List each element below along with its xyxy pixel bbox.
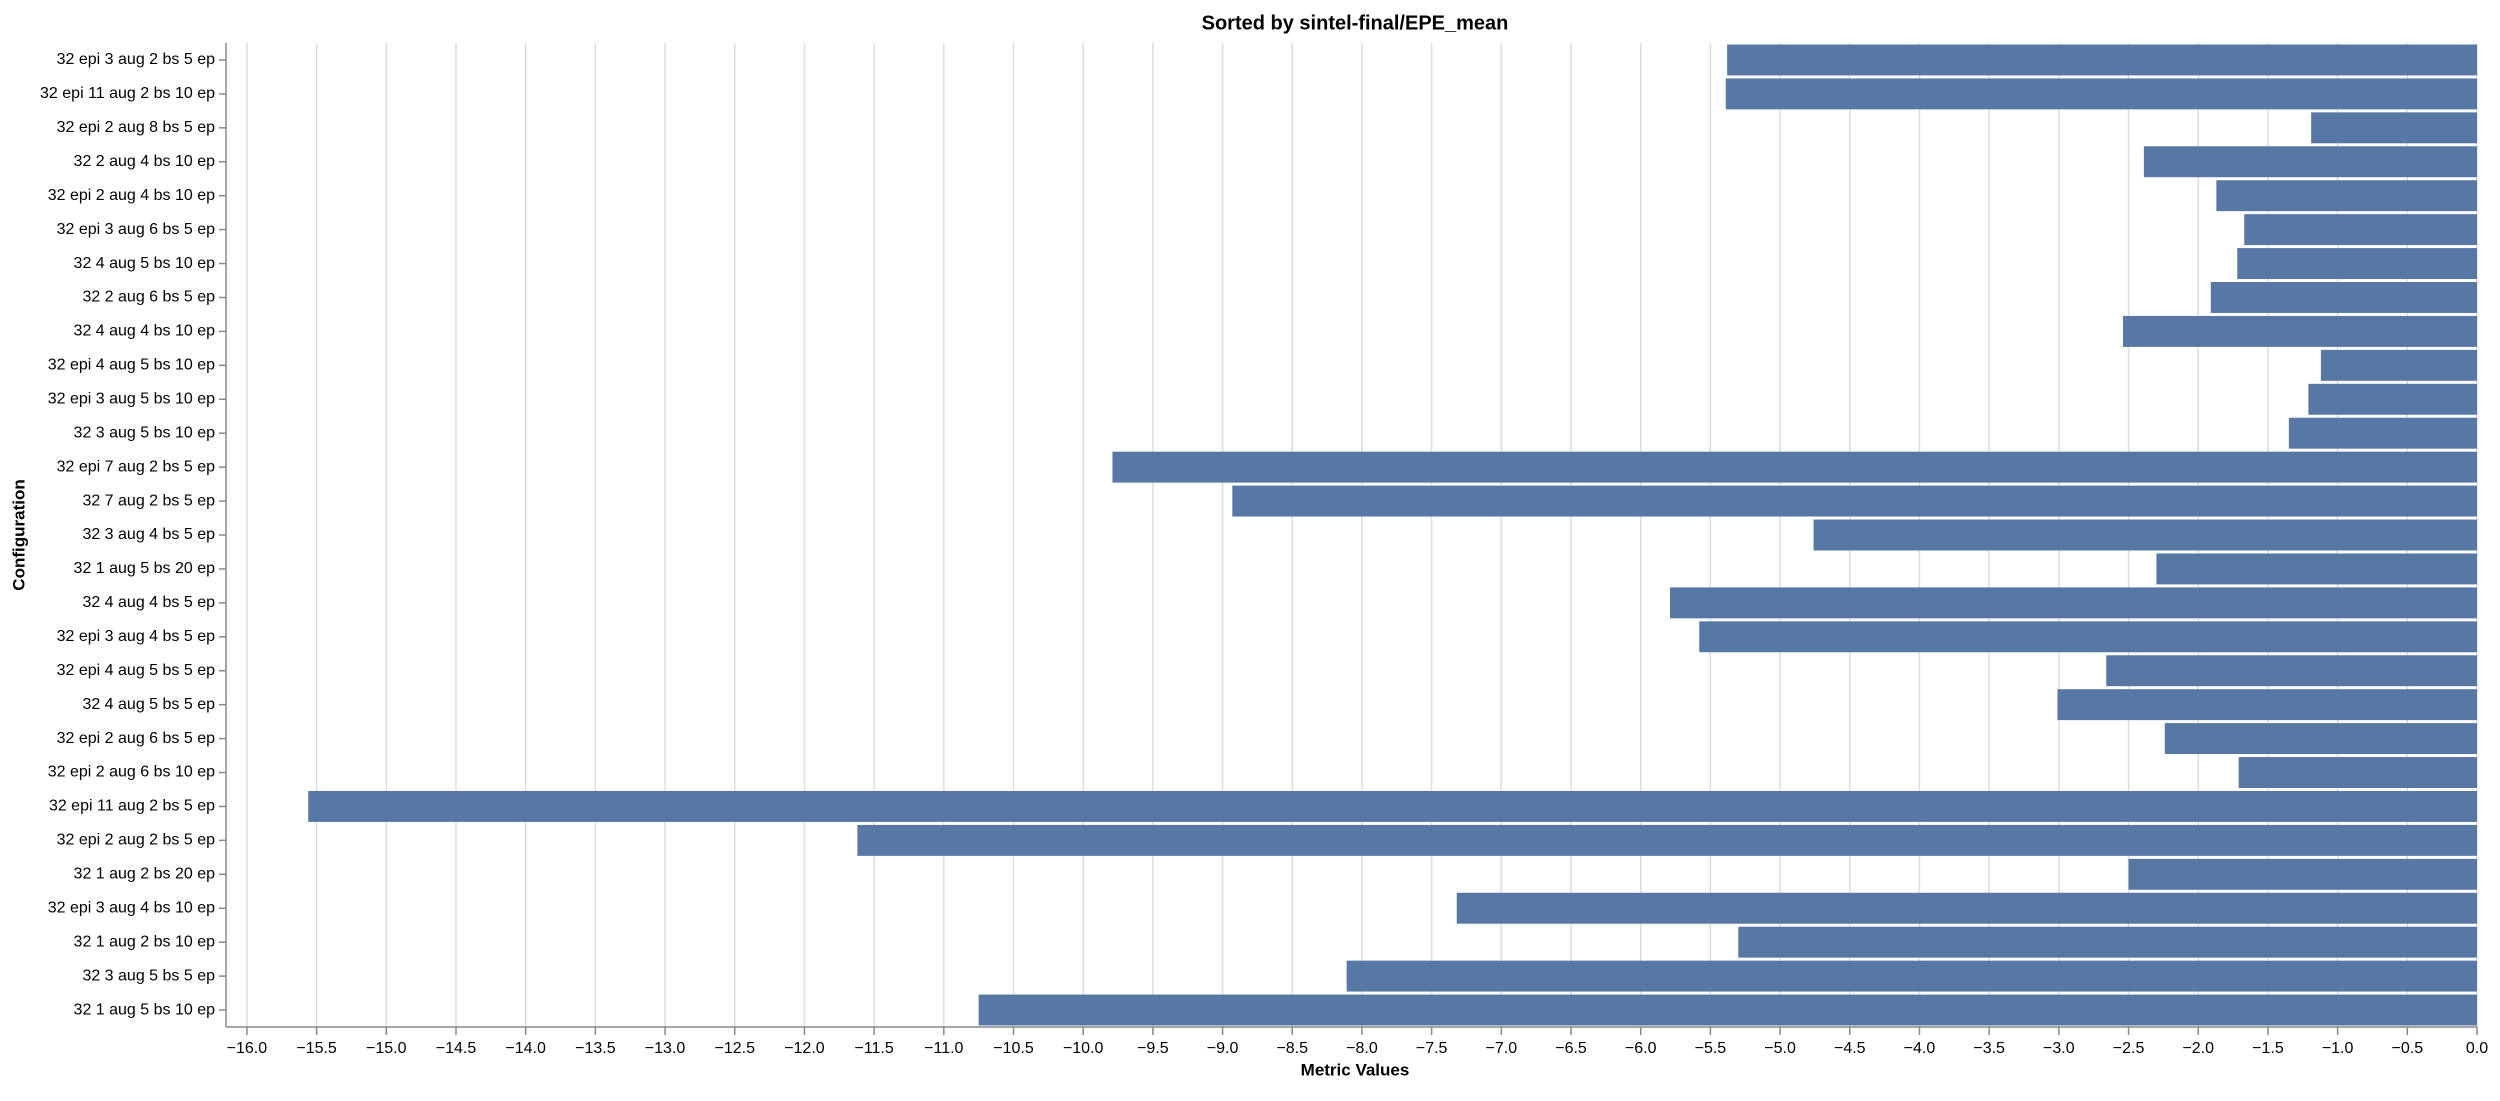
x-tick-label: −5.0: [1764, 1040, 1796, 1057]
x-tick-label: −1.5: [2252, 1040, 2284, 1057]
x-tick-label: −8.5: [1276, 1040, 1308, 1057]
y-tick-label: 32 epi 3 aug 4 bs 10 ep: [48, 899, 215, 916]
bar: [1346, 960, 2477, 992]
x-tick-label: −3.5: [1973, 1040, 2005, 1057]
x-tick-label: −7.5: [1416, 1040, 1448, 1057]
bar: [2308, 383, 2477, 415]
y-axis-title: Configuration: [9, 479, 28, 590]
x-tick-label: −12.0: [784, 1040, 825, 1057]
x-tick-label: −8.0: [1346, 1040, 1378, 1057]
x-tick-label: −1.0: [2322, 1040, 2354, 1057]
x-tick-label: −5.5: [1695, 1040, 1727, 1057]
y-tick-label: 32 epi 11 aug 2 bs 10 ep: [40, 85, 215, 102]
y-tick-label: 32 3 aug 5 bs 10 ep: [74, 424, 216, 441]
bar: [2311, 112, 2477, 144]
x-tick-label: −6.0: [1625, 1040, 1657, 1057]
bar: [857, 824, 2477, 856]
bar: [2237, 248, 2477, 280]
x-tick-label: −15.5: [296, 1040, 337, 1057]
x-tick-label: −13.0: [645, 1040, 686, 1057]
y-tick-label: 32 3 aug 5 bs 5 ep: [82, 967, 215, 984]
y-tick-label: 32 2 aug 4 bs 10 ep: [74, 153, 216, 170]
x-tick-label: −2.0: [2182, 1040, 2214, 1057]
bar: [2128, 858, 2477, 890]
y-tick-label: 32 3 aug 4 bs 5 ep: [82, 526, 215, 543]
y-tick-label: 32 4 aug 4 bs 5 ep: [82, 594, 215, 611]
bar: [1669, 587, 2477, 619]
bar: [978, 994, 2477, 1026]
x-tick-label: −4.5: [1834, 1040, 1866, 1057]
y-tick-label: 32 epi 3 aug 2 bs 5 ep: [57, 51, 215, 68]
y-tick-label: 32 epi 3 aug 4 bs 5 ep: [57, 628, 215, 645]
y-tick-label: 32 epi 2 aug 6 bs 5 ep: [57, 730, 215, 747]
bar: [2216, 180, 2477, 212]
x-tick-label: −3.0: [2043, 1040, 2075, 1057]
x-tick-label: −10.0: [1063, 1040, 1104, 1057]
bar: [2057, 689, 2477, 721]
x-tick-label: −12.5: [714, 1040, 755, 1057]
chart-title: Sorted by sintel-final/EPE_mean: [1202, 12, 1509, 34]
y-tick-label: 32 epi 3 aug 5 bs 10 ep: [48, 390, 215, 407]
bar: [1725, 78, 2477, 110]
bar: [1727, 44, 2477, 76]
bar: [1813, 519, 2477, 551]
x-tick-label: −9.0: [1207, 1040, 1239, 1057]
y-tick-label: 32 epi 7 aug 2 bs 5 ep: [57, 458, 215, 475]
bar: [1112, 451, 2477, 483]
x-tick-label: −13.5: [575, 1040, 616, 1057]
x-axis-title: Metric Values: [1301, 1060, 1410, 1079]
y-tick-label: 32 2 aug 6 bs 5 ep: [82, 289, 215, 306]
bar: [2106, 655, 2477, 687]
bar: [1738, 926, 2477, 958]
bar: [2238, 757, 2477, 788]
bar: [2164, 723, 2477, 755]
bar: [1699, 621, 2477, 653]
y-tick-label: 32 epi 2 aug 8 bs 5 ep: [57, 119, 215, 136]
y-tick-label: 32 4 aug 4 bs 10 ep: [74, 323, 216, 340]
y-tick-label: 32 epi 4 aug 5 bs 10 ep: [48, 357, 215, 374]
bar: [2156, 553, 2477, 585]
x-tick-label: −6.5: [1555, 1040, 1587, 1057]
x-tick-label: −14.0: [505, 1040, 546, 1057]
y-tick-label: 32 1 aug 5 bs 10 ep: [74, 1001, 216, 1018]
y-tick-label: 32 epi 3 aug 6 bs 5 ep: [57, 221, 215, 238]
x-tick-label: −7.0: [1486, 1040, 1518, 1057]
y-tick-label: 32 epi 2 aug 2 bs 5 ep: [57, 832, 215, 849]
y-tick-label: 32 7 aug 2 bs 5 ep: [82, 492, 215, 509]
x-tick-label: −10.5: [993, 1040, 1034, 1057]
x-tick-label: −11.5: [854, 1040, 893, 1057]
x-tick-label: −0.5: [2392, 1040, 2424, 1057]
bar: [308, 790, 2478, 822]
bar: [2244, 214, 2477, 246]
y-tick-label: 32 4 aug 5 bs 5 ep: [82, 696, 215, 713]
x-tick-label: −9.5: [1137, 1040, 1169, 1057]
y-tick-label: 32 epi 11 aug 2 bs 5 ep: [49, 798, 215, 815]
bar: [2288, 417, 2477, 449]
bar: [2210, 282, 2477, 313]
bar: [2143, 146, 2477, 178]
bar: [2122, 315, 2477, 347]
x-tick-label: −11.0: [924, 1040, 963, 1057]
x-tick-label: 0.0: [2466, 1040, 2488, 1057]
y-tick-label: 32 1 aug 2 bs 10 ep: [74, 933, 216, 950]
x-tick-label: −15.0: [366, 1040, 407, 1057]
y-tick-label: 32 4 aug 5 bs 10 ep: [74, 255, 216, 272]
y-tick-label: 32 1 aug 5 bs 20 ep: [74, 560, 216, 577]
y-tick-label: 32 epi 2 aug 6 bs 10 ep: [48, 764, 215, 781]
bar: [1456, 892, 2477, 924]
bar: [1232, 485, 2477, 517]
x-tick-label: −16.0: [227, 1040, 268, 1057]
y-tick-label: 32 epi 4 aug 5 bs 5 ep: [57, 662, 215, 679]
x-tick-label: −14.5: [436, 1040, 477, 1057]
y-tick-label: 32 1 aug 2 bs 20 ep: [74, 866, 216, 883]
x-tick-label: −4.0: [1904, 1040, 1936, 1057]
x-tick-label: −2.5: [2113, 1040, 2145, 1057]
bar: [2320, 349, 2477, 381]
y-tick-label: 32 epi 2 aug 4 bs 10 ep: [48, 187, 215, 204]
